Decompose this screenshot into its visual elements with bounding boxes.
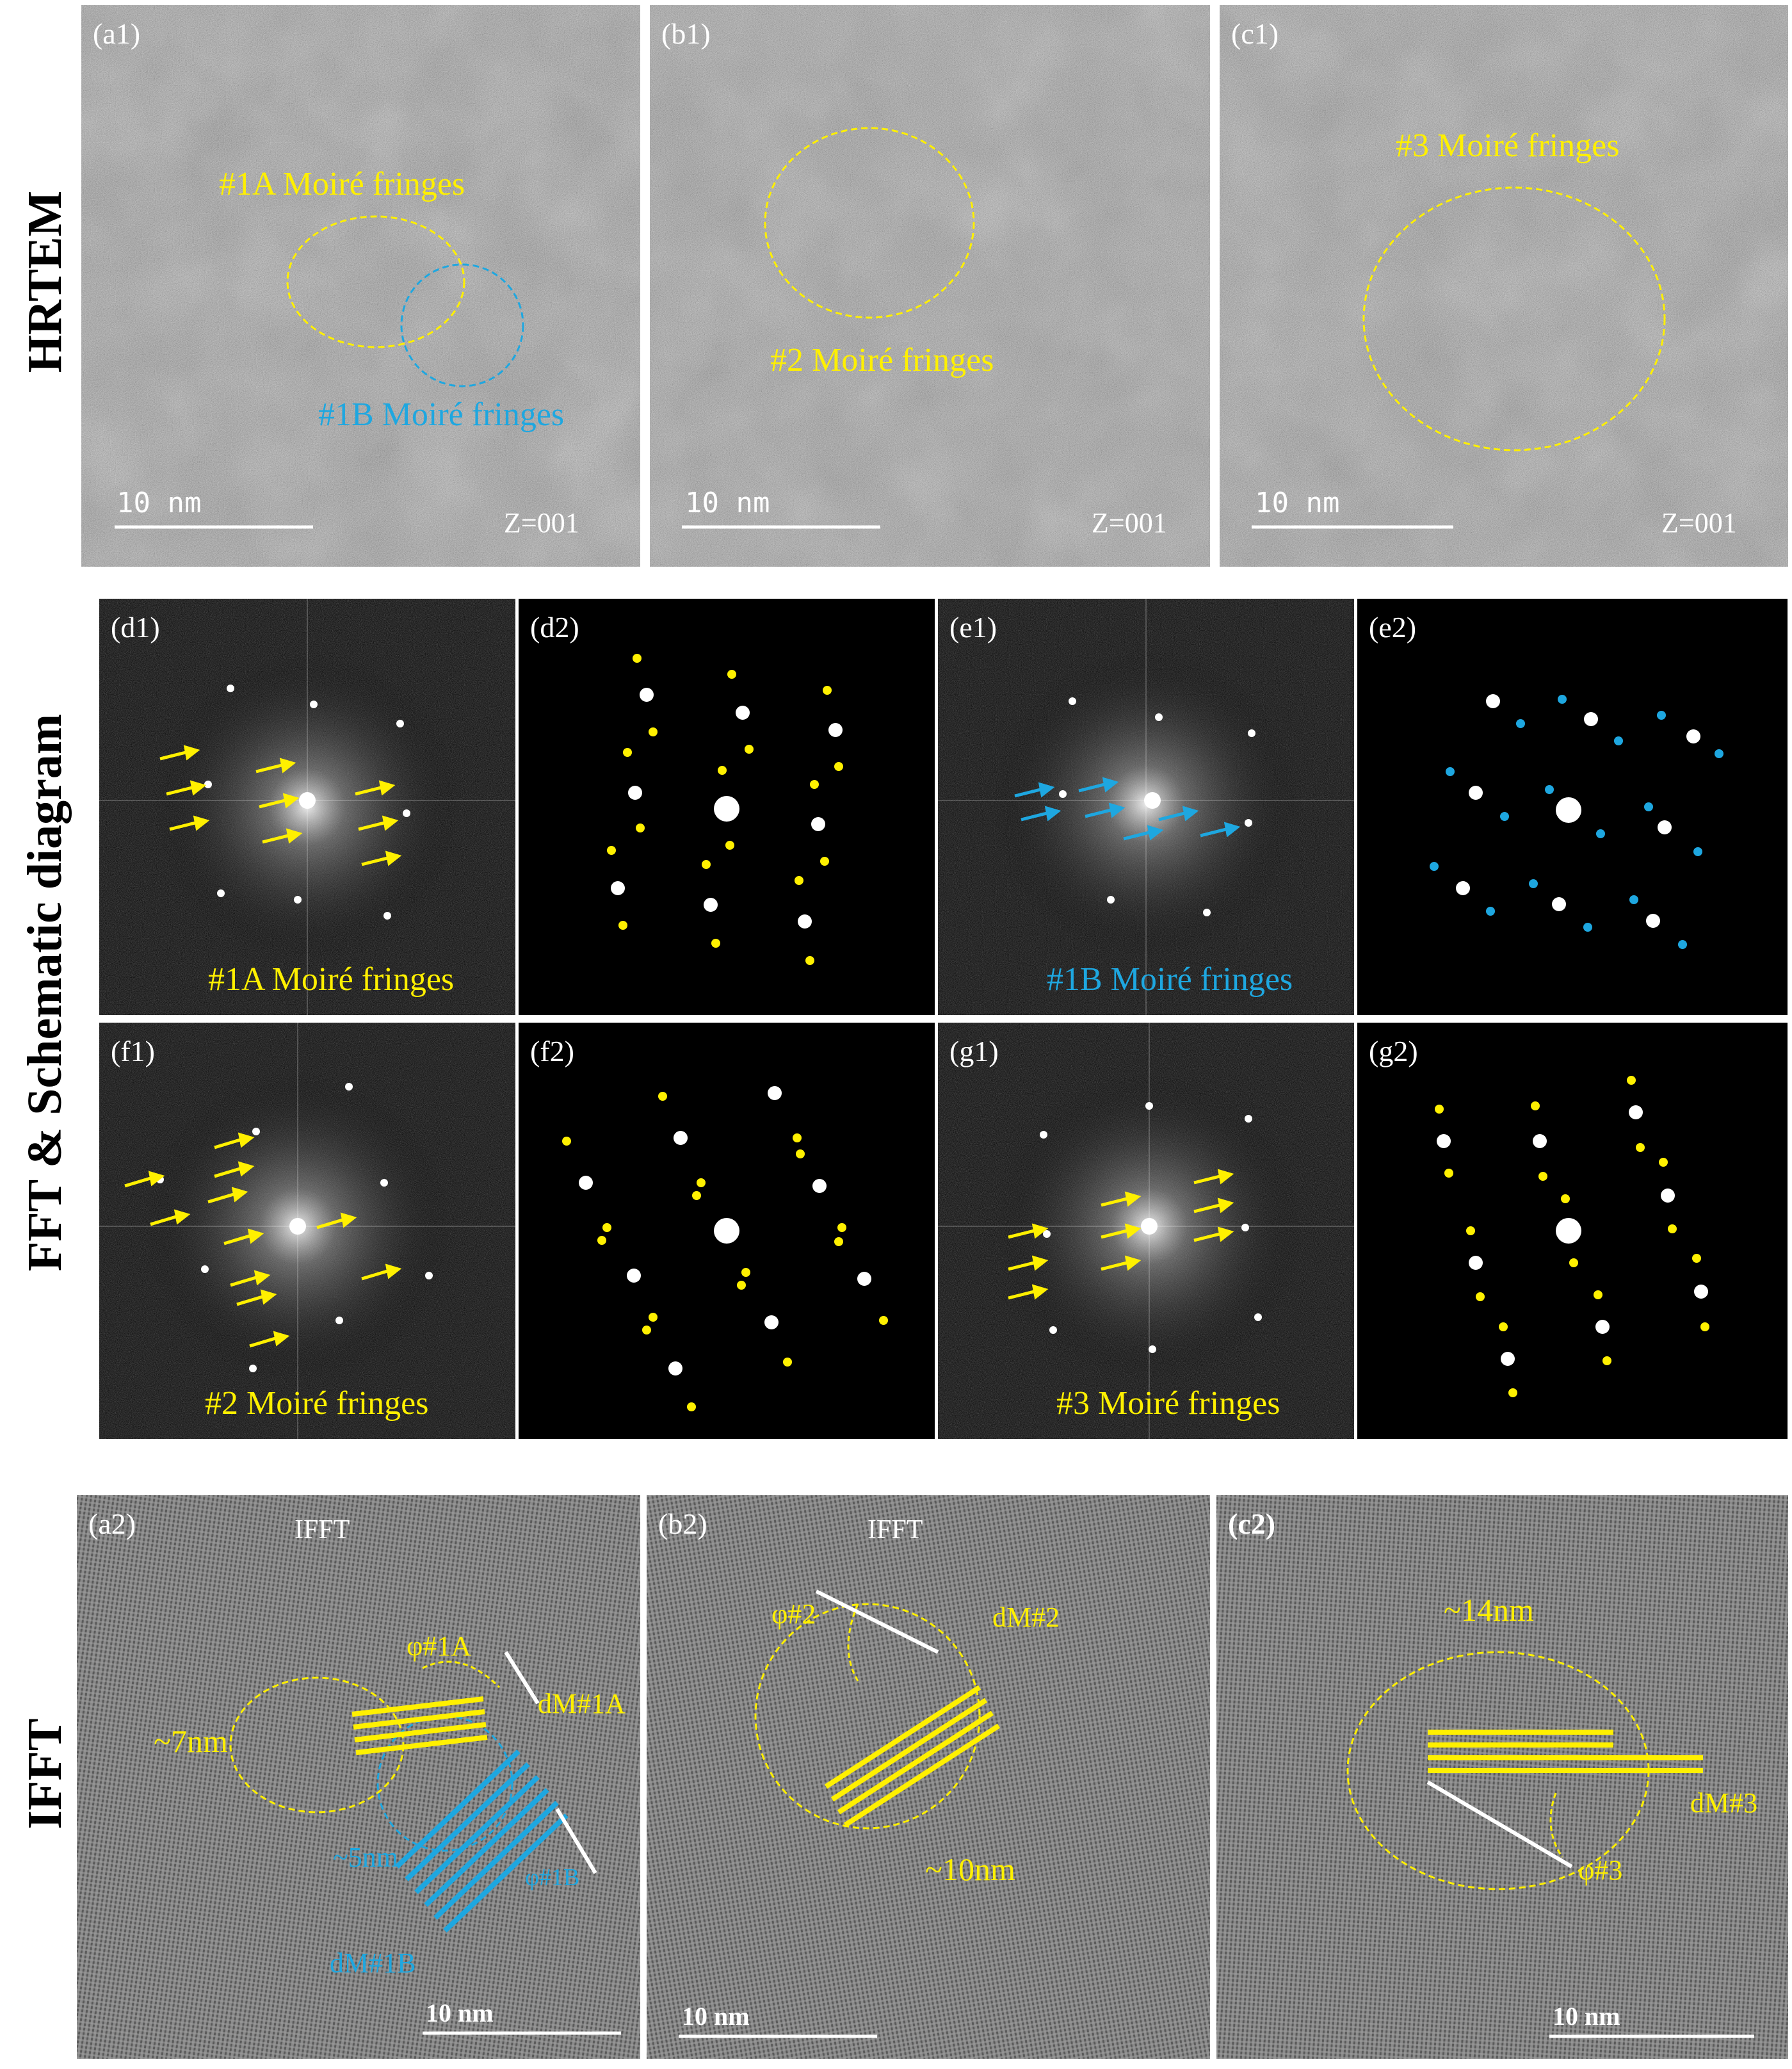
schematic-f2 xyxy=(562,1086,888,1411)
hrtem-image-b1 xyxy=(650,5,1210,567)
moire-region-1b xyxy=(400,263,524,387)
hrtem-image-a1 xyxy=(81,5,640,567)
schematic-e2 xyxy=(1430,694,1723,949)
panel-a1: (a1) #1A Moiré fringes #1B Moiré fringes… xyxy=(81,5,640,567)
scale-bar-label: 10 nm xyxy=(117,487,202,519)
moire-region-3 xyxy=(1362,186,1666,451)
zone-axis-label: Z=001 xyxy=(1092,507,1167,539)
panel-e2: (e2) xyxy=(1357,599,1788,1015)
fft-image-g1 xyxy=(938,1023,1354,1439)
ifft-image-b2 xyxy=(647,1495,1210,2059)
size-label-3: ~14nm xyxy=(1444,1592,1534,1628)
zone-axis-label: Z=001 xyxy=(1661,507,1737,539)
panel-d2: (d2) xyxy=(519,599,935,1015)
panel-label-b1: (b1) xyxy=(661,17,711,50)
fft-caption-e1: #1B Moiré fringes xyxy=(1047,961,1293,998)
panel-label-f2: (f2) xyxy=(530,1035,574,1067)
moire-label-1b: #1B Moiré fringes xyxy=(318,396,565,433)
panel-label-e2: (e2) xyxy=(1369,611,1417,644)
phi-label-1a: φ#1A xyxy=(407,1630,472,1662)
phi-label-3: φ#3 xyxy=(1578,1854,1623,1886)
size-label-1b: ~5nm xyxy=(333,1842,399,1873)
panel-f1: (f1) #2 Moiré fringes xyxy=(99,1023,515,1439)
panel-label-a2: (a2) xyxy=(88,1507,136,1540)
moire-region-2 xyxy=(764,127,975,319)
schematic-d2 xyxy=(607,654,843,965)
panel-b1: (b1) #2 Moiré fringes 10 nm Z=001 xyxy=(650,5,1210,567)
d-label-1b: dM#1B xyxy=(330,1947,416,1979)
panel-label-c1: (c1) xyxy=(1231,17,1279,50)
fft-caption-d1: #1A Moiré fringes xyxy=(208,961,455,998)
d-label-2: dM#2 xyxy=(992,1602,1060,1633)
moire-label-1a: #1A Moiré fringes xyxy=(219,166,465,202)
scale-bar-label: 10 nm xyxy=(1553,2002,1620,2031)
panel-c1: (c1) #3 Moiré fringes 10 nm Z=001 xyxy=(1220,5,1788,567)
panel-g2: (g2) xyxy=(1357,1023,1788,1439)
moire-region-1a xyxy=(286,215,465,348)
scale-bar-label: 10 nm xyxy=(1255,487,1340,519)
phi-label-1b: φ#1B xyxy=(525,1864,580,1891)
panel-label-b2: (b2) xyxy=(658,1507,707,1540)
fft-caption-g1: #3 Moiré fringes xyxy=(1056,1385,1280,1422)
panel-label-g1: (g1) xyxy=(949,1035,999,1067)
panel-label-a1: (a1) xyxy=(93,17,141,50)
zone-axis-label: Z=001 xyxy=(504,507,579,539)
row-label-hrtem: HRTEM xyxy=(18,190,72,373)
fft-caption-f1: #2 Moiré fringes xyxy=(205,1385,429,1422)
moire-label-3: #3 Moiré fringes xyxy=(1396,127,1620,164)
scale-bar-label: 10 nm xyxy=(682,2002,750,2031)
scale-bar-label: 10 nm xyxy=(426,1999,494,2027)
schematic-g2 xyxy=(1435,1076,1709,1397)
fft-image-e1 xyxy=(938,599,1354,1015)
moire-region-1b xyxy=(376,1715,513,1852)
panel-c2: (c2) ~14nm dM#3 φ#3 10 nm xyxy=(1216,1495,1788,2059)
panel-e1: (e1) #1B Moiré fringes xyxy=(938,599,1354,1015)
ifft-image-c2 xyxy=(1216,1495,1788,2059)
ifft-title-b2: IFFT xyxy=(868,1515,923,1545)
row-label-fft: FFT & Schematic diagram xyxy=(18,713,72,1272)
panel-label-d1: (d1) xyxy=(111,611,160,644)
panel-b2: (b2) IFFT φ#2 dM#2 ~10nm 10 nm xyxy=(647,1495,1210,2059)
row-label-ifft: IFFT xyxy=(18,1718,72,1830)
moire-region-2 xyxy=(754,1603,981,1830)
phi-label-2: φ#2 xyxy=(771,1598,816,1630)
fft-image-f1 xyxy=(99,1023,515,1439)
panel-label-c2: (c2) xyxy=(1228,1507,1276,1540)
d-label-1a: dM#1A xyxy=(538,1688,626,1719)
scale-bar-label: 10 nm xyxy=(685,487,770,519)
panel-d1: (d1) #1A Moiré fringes xyxy=(99,599,515,1015)
fft-image-d1 xyxy=(99,599,515,1015)
ifft-image-a2 xyxy=(77,1495,640,2059)
ifft-title-a2: IFFT xyxy=(295,1515,350,1545)
d-label-3: dM#3 xyxy=(1690,1787,1758,1819)
panel-label-f1: (f1) xyxy=(111,1035,155,1067)
panel-label-g2: (g2) xyxy=(1369,1035,1418,1067)
panel-a2: (a2) IFFT ~7nm φ#1A dM#1A ~5nm φ#1B dM#1… xyxy=(77,1495,640,2059)
size-label-2: ~10nm xyxy=(925,1851,1015,1887)
hrtem-image-c1 xyxy=(1220,5,1788,567)
panel-g1: (g1) #3 Moiré fringes xyxy=(938,1023,1354,1439)
panel-f2: (f2) xyxy=(519,1023,935,1439)
panel-label-d2: (d2) xyxy=(530,611,579,644)
size-label-1a: ~7nm xyxy=(154,1723,228,1759)
panel-label-e1: (e1) xyxy=(949,611,997,644)
moire-label-2: #2 Moiré fringes xyxy=(770,342,994,378)
